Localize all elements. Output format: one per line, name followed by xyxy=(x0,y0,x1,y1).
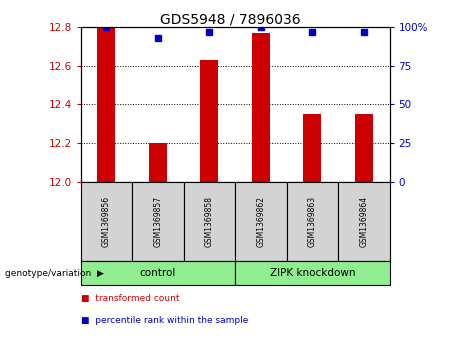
Text: GSM1369863: GSM1369863 xyxy=(308,196,317,247)
Text: ■  percentile rank within the sample: ■ percentile rank within the sample xyxy=(81,316,248,325)
Text: GSM1369862: GSM1369862 xyxy=(256,196,266,247)
Text: GSM1369856: GSM1369856 xyxy=(102,196,111,247)
Text: ZIPK knockdown: ZIPK knockdown xyxy=(270,268,355,278)
Text: ■  transformed count: ■ transformed count xyxy=(81,294,179,303)
Bar xyxy=(355,114,373,182)
Bar xyxy=(97,27,115,182)
Bar xyxy=(252,33,270,182)
Text: GSM1369858: GSM1369858 xyxy=(205,196,214,247)
Text: GSM1369857: GSM1369857 xyxy=(154,196,162,247)
Bar xyxy=(303,114,321,182)
Bar xyxy=(149,143,167,182)
Bar xyxy=(201,60,219,182)
Text: control: control xyxy=(140,268,176,278)
Text: GSM1369864: GSM1369864 xyxy=(359,196,368,247)
Text: GDS5948 / 7896036: GDS5948 / 7896036 xyxy=(160,13,301,27)
Text: genotype/variation  ▶: genotype/variation ▶ xyxy=(5,269,103,278)
